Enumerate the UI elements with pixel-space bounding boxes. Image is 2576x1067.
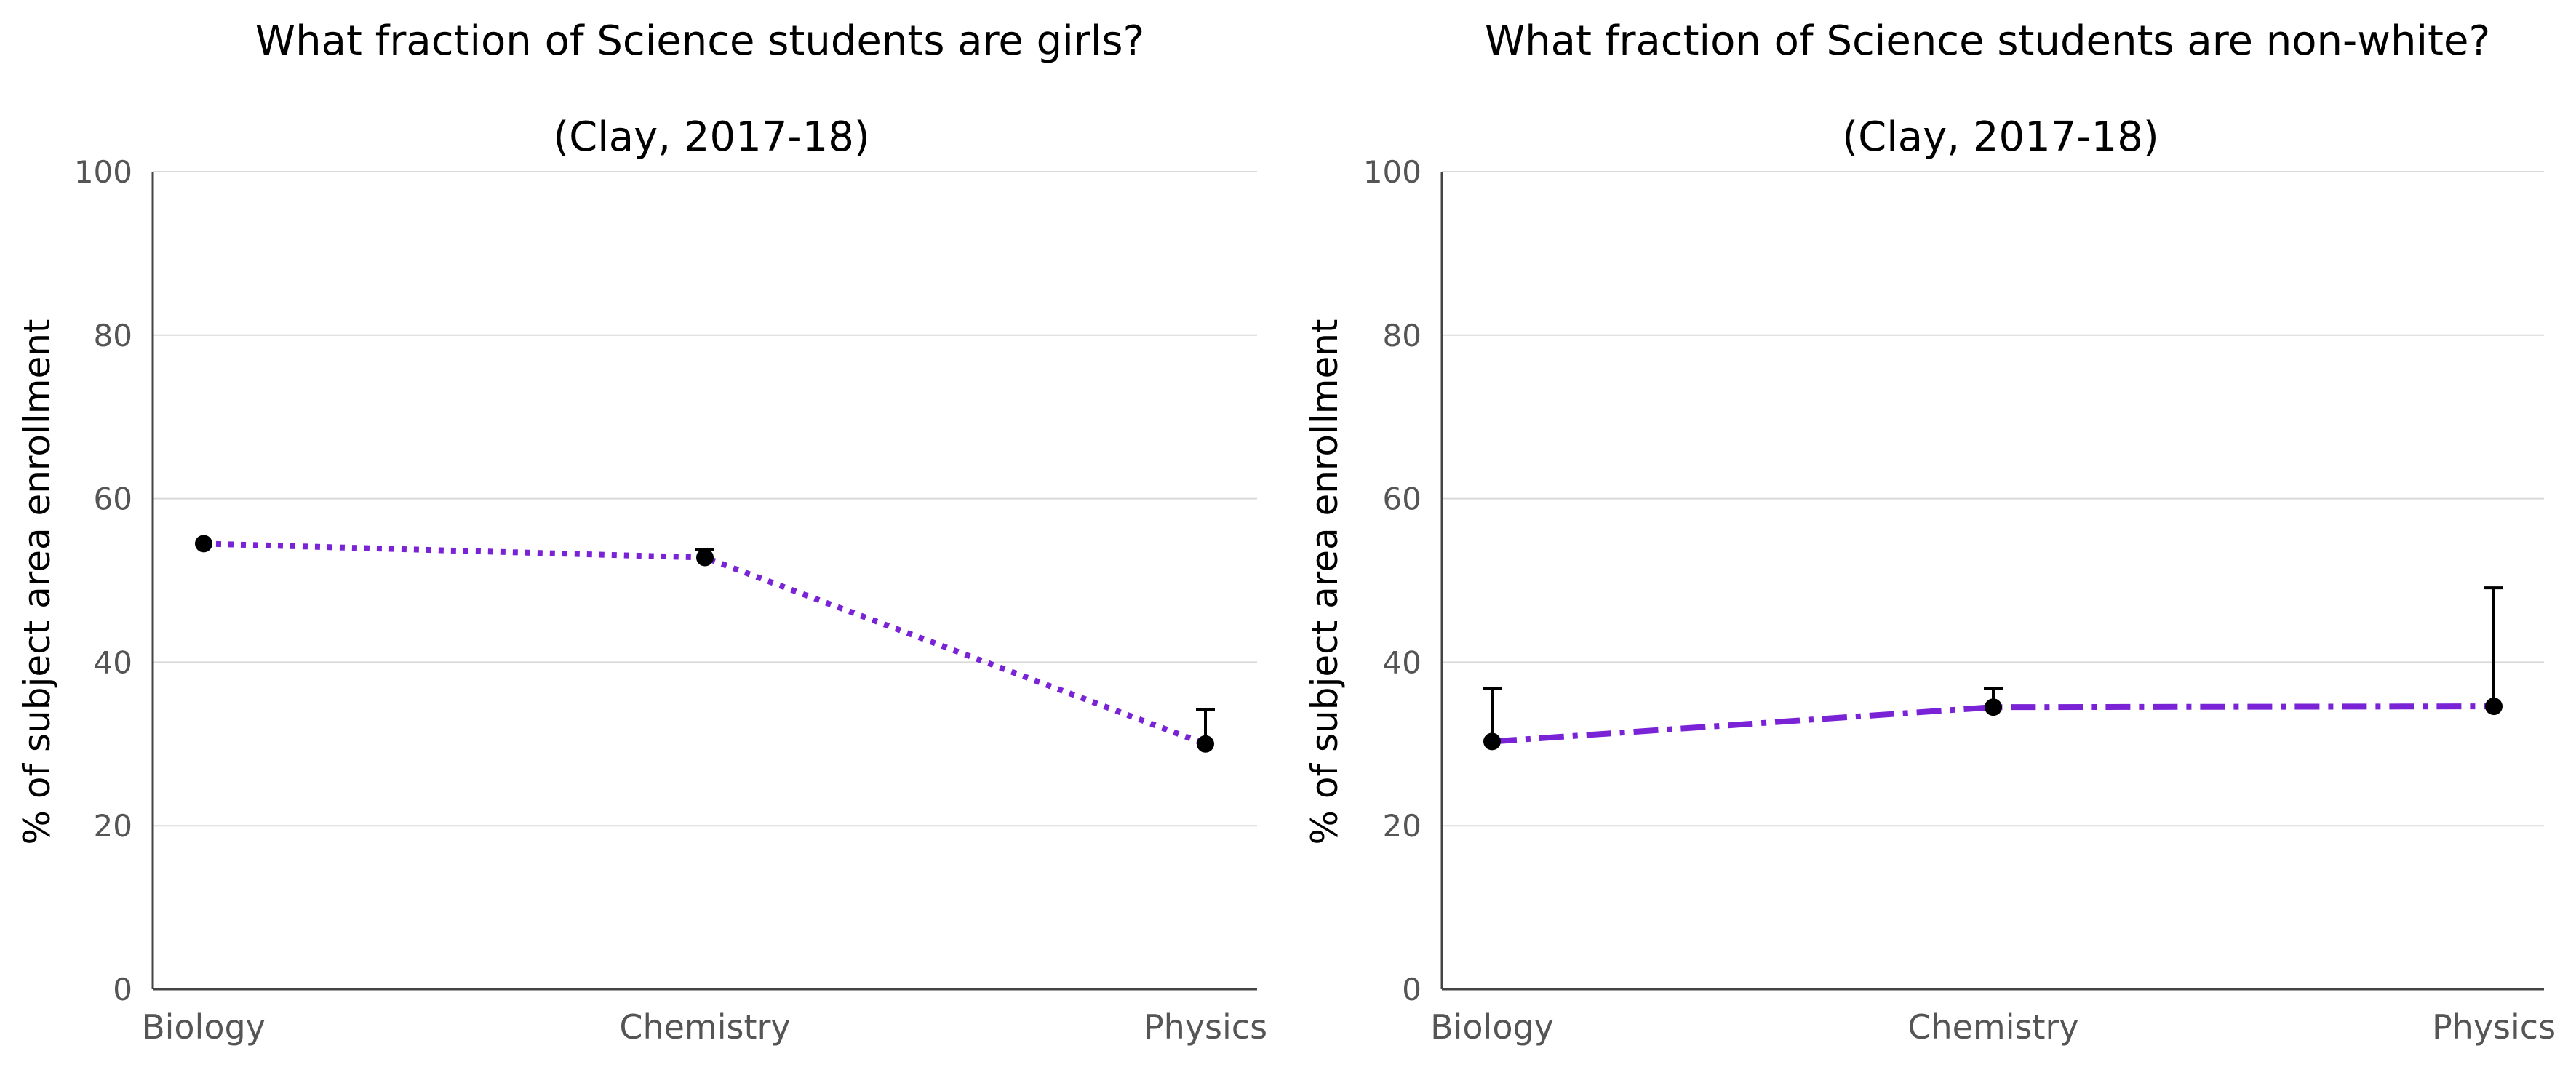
y-tick-label: 80	[1383, 318, 1421, 353]
x-tick-label: Chemistry	[619, 1007, 790, 1047]
series-line	[203, 540, 1207, 747]
chart-title: What fraction of Science students are gi…	[255, 17, 1145, 65]
grid-lines	[153, 171, 1257, 827]
y-axis-label: % of subject area enrollment	[16, 319, 58, 844]
x-tick-label: Chemistry	[1907, 1007, 2078, 1047]
x-tick-labels: Biology Chemistry Physics	[1430, 1007, 2556, 1047]
y-tick-label: 20	[94, 808, 132, 844]
x-tick-label: Biology	[1430, 1007, 1554, 1047]
x-tick-label: Biology	[142, 1007, 266, 1047]
data-point	[195, 535, 212, 553]
axes	[1440, 172, 2544, 991]
x-tick-label: Physics	[1144, 1007, 1267, 1047]
chart-non-white: What fraction of Science students are no…	[1304, 17, 2556, 1047]
x-tick-labels: Biology Chemistry Physics	[142, 1007, 1267, 1047]
axes	[151, 172, 1257, 991]
y-tick-label: 20	[1383, 808, 1421, 844]
chart-title: What fraction of Science students are no…	[1485, 17, 2490, 65]
y-tick-labels: 0 20 40 60 80 100	[1363, 154, 1421, 1007]
data-marks	[1483, 586, 2503, 751]
y-tick-label: 100	[74, 154, 132, 190]
chart-subtitle: (Clay, 2017-18)	[1842, 113, 2158, 161]
data-point	[1985, 698, 2002, 716]
x-tick-label: Physics	[2432, 1007, 2556, 1047]
data-marks	[195, 535, 1215, 753]
data-point	[1197, 735, 1214, 753]
data-point	[1483, 732, 1501, 751]
grid-lines	[1442, 171, 2544, 827]
y-tick-label: 40	[1383, 644, 1421, 680]
chart-girls: What fraction of Science students are gi…	[16, 17, 1267, 1047]
y-tick-label: 0	[113, 972, 132, 1007]
y-tick-label: 100	[1363, 154, 1421, 190]
chart-subtitle: (Clay, 2017-18)	[553, 113, 869, 161]
y-tick-label: 0	[1402, 972, 1421, 1007]
data-point	[696, 548, 714, 567]
y-tick-label: 60	[1383, 481, 1421, 517]
y-tick-label: 40	[94, 644, 132, 680]
data-point	[2485, 698, 2503, 716]
y-tick-label: 60	[94, 481, 132, 517]
y-tick-label: 80	[94, 318, 132, 353]
y-axis-label: % of subject area enrollment	[1304, 319, 1346, 844]
y-tick-labels: 0 20 40 60 80 100	[74, 154, 132, 1007]
